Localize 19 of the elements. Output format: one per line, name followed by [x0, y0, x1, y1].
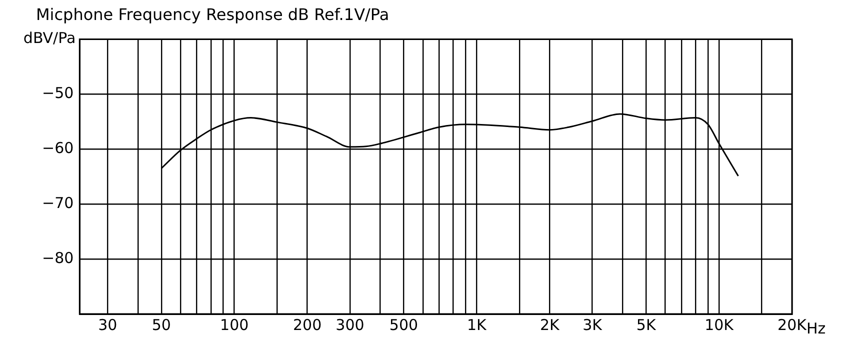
x-tick-label: 20K	[778, 316, 808, 334]
y-tick-label: −50	[42, 84, 74, 102]
chart-title: Micphone Frequency Response dB Ref.1V/Pa	[36, 4, 390, 24]
x-tick-label: 30	[98, 316, 118, 334]
x-tick-label: 10K	[704, 316, 735, 334]
x-tick-label: 200	[292, 316, 322, 334]
x-tick-label: 2K	[540, 316, 560, 334]
y-tick-label: −70	[42, 194, 74, 212]
x-tick-label: 300	[336, 316, 364, 334]
x-axis-title: Hz	[806, 319, 826, 338]
y-tick-label: −80	[42, 248, 74, 267]
x-tick-label: 50	[152, 316, 171, 334]
x-tick-label: 5K	[636, 316, 657, 334]
y-axis-title: dBV/Pa	[23, 29, 76, 48]
x-tick-label: 100	[220, 316, 249, 334]
x-tick-label: 3K	[582, 316, 604, 334]
x-tick-label: 500	[389, 316, 418, 334]
y-tick-label: −60	[42, 139, 74, 158]
x-tick-label: 1K	[467, 316, 488, 334]
